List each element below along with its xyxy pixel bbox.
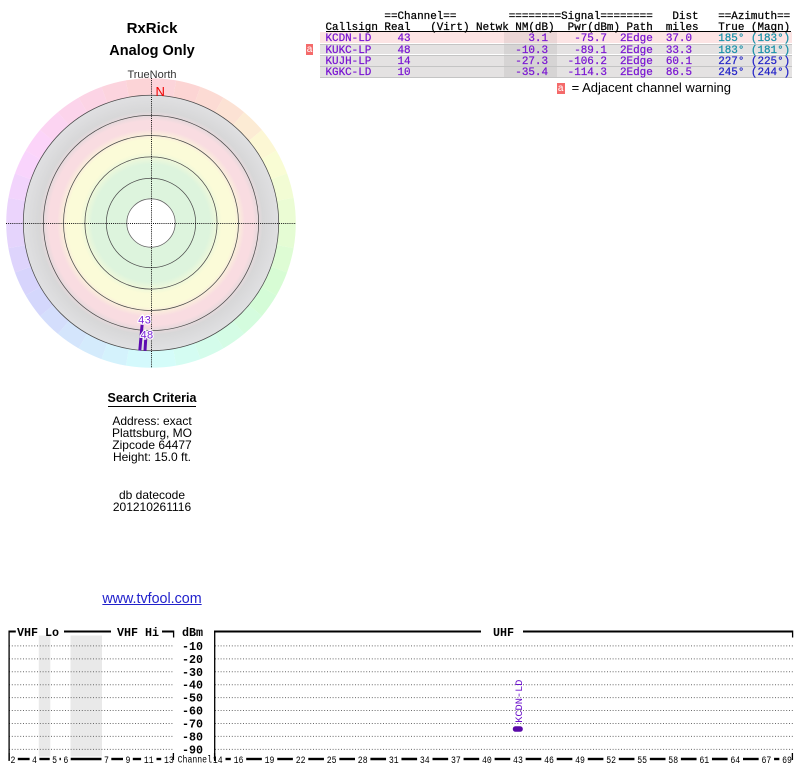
svg-text:-60: -60: [182, 705, 203, 719]
svg-text:VHF Lo: VHF Lo: [17, 626, 59, 640]
svg-text:2: 2: [10, 754, 15, 766]
svg-text:5: 5: [52, 754, 57, 766]
svg-text:40: 40: [482, 754, 492, 766]
svg-text:-80: -80: [182, 730, 203, 744]
svg-text:28: 28: [358, 754, 368, 766]
svg-text:55: 55: [637, 754, 647, 766]
svg-text:58: 58: [668, 754, 678, 766]
svg-text:9: 9: [125, 754, 130, 766]
svg-text:64: 64: [730, 754, 740, 766]
svg-text:-10: -10: [182, 640, 203, 654]
svg-text:KCDN-LD: KCDN-LD: [514, 680, 526, 723]
svg-text:-20: -20: [182, 653, 203, 667]
svg-text:11: 11: [144, 754, 154, 766]
svg-text:49: 49: [575, 754, 585, 766]
svg-text:UHF: UHF: [493, 626, 514, 640]
svg-text:52: 52: [606, 754, 616, 766]
svg-text:67: 67: [761, 754, 771, 766]
svg-text:16: 16: [234, 754, 244, 766]
svg-text:VHF Hi: VHF Hi: [117, 626, 159, 640]
svg-text:25: 25: [327, 754, 337, 766]
svg-text:13: 13: [164, 754, 174, 766]
svg-text:7: 7: [104, 754, 109, 766]
svg-text:-70: -70: [182, 717, 203, 731]
svg-text:-30: -30: [182, 666, 203, 680]
svg-text:-50: -50: [182, 692, 203, 706]
svg-text:43: 43: [138, 316, 151, 328]
svg-text:4: 4: [32, 754, 37, 766]
svg-text:34: 34: [420, 754, 430, 766]
svg-text:31: 31: [389, 754, 399, 766]
svg-text:61: 61: [699, 754, 709, 766]
svg-text:6: 6: [63, 754, 68, 766]
svg-text:19: 19: [265, 754, 275, 766]
svg-text:22: 22: [296, 754, 306, 766]
svg-text:48: 48: [140, 331, 153, 343]
svg-text:dBm: dBm: [182, 626, 203, 640]
svg-text:37: 37: [451, 754, 461, 766]
svg-text:-40: -40: [182, 679, 203, 693]
svg-text:46: 46: [544, 754, 554, 766]
svg-text:43: 43: [513, 754, 523, 766]
svg-text:69: 69: [782, 754, 792, 766]
svg-text:-90: -90: [182, 743, 203, 757]
svg-text:Channel: Channel: [178, 753, 213, 765]
svg-text:14: 14: [213, 754, 223, 766]
